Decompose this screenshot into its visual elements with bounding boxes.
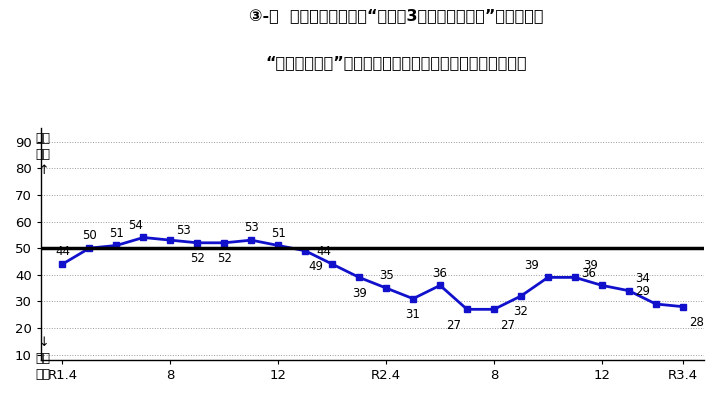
Text: 44: 44 [55,245,70,258]
Text: 49: 49 [308,260,323,273]
Text: 50: 50 [82,229,96,242]
Text: 28: 28 [689,316,703,329]
Text: ↓
低く
なる: ↓ 低く なる [36,336,50,381]
Text: ③-イ  国内の主食用米の“向こん3ヶ月の米価水準”について、: ③-イ 国内の主食用米の“向こん3ヶ月の米価水準”について、 [248,8,544,23]
Text: 27: 27 [446,319,461,332]
Text: 52: 52 [190,252,204,265]
Text: 54: 54 [128,219,143,232]
Text: 51: 51 [271,227,286,240]
Text: 高く
なる
↑: 高く なる ↑ [36,132,50,177]
Text: 27: 27 [500,319,515,332]
Text: 36: 36 [433,266,448,279]
Text: 44: 44 [317,245,332,258]
Text: 52: 52 [217,252,232,265]
Text: 29: 29 [635,285,650,298]
Text: 51: 51 [109,227,124,240]
Text: 34: 34 [635,272,649,285]
Text: “現時点と比較”してどうなると考えていますか。（全体）: “現時点と比較”してどうなると考えていますか。（全体） [265,55,527,70]
Text: 39: 39 [351,287,366,300]
Text: 39: 39 [584,258,598,271]
Text: 53: 53 [244,221,258,234]
Text: 32: 32 [513,305,528,318]
Text: 53: 53 [176,224,192,237]
Text: 39: 39 [524,258,539,271]
Text: 31: 31 [405,308,420,321]
Text: 35: 35 [379,269,394,282]
Text: 36: 36 [581,266,596,279]
